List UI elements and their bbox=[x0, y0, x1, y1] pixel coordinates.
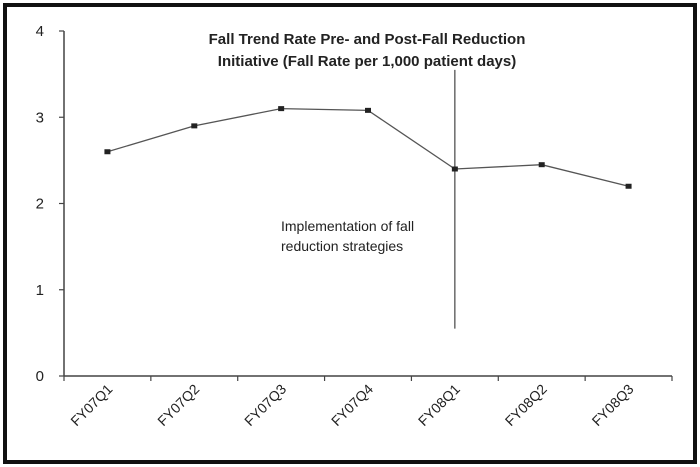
y-tick-label: 4 bbox=[36, 23, 44, 40]
x-tick-label: FY07Q1 bbox=[67, 381, 115, 429]
data-point-FY07Q3 bbox=[278, 106, 285, 112]
chart-title-line-2: Initiative (Fall Rate per 1,000 patient … bbox=[218, 53, 516, 70]
data-point-FY07Q1 bbox=[104, 149, 111, 155]
x-tick-label: FY08Q2 bbox=[502, 381, 550, 429]
x-tick-label: FY07Q3 bbox=[241, 381, 289, 429]
annotation: Implementation of fall reduction strategi… bbox=[281, 69, 456, 329]
chart-title-line-1: Fall Trend Rate Pre- and Post-Fall Reduc… bbox=[209, 31, 526, 48]
x-tick-label: FY08Q1 bbox=[415, 381, 463, 429]
series-fall-rate bbox=[104, 106, 632, 189]
data-point-FY08Q2 bbox=[538, 162, 545, 168]
x-tick-label: FY07Q2 bbox=[154, 381, 202, 429]
y-tick-label: 1 bbox=[36, 282, 44, 299]
data-point-FY07Q2 bbox=[191, 123, 198, 129]
y-tick-label: 3 bbox=[36, 109, 44, 126]
annotation-text-line-1: Implementation of fall bbox=[281, 218, 414, 234]
x-tick-label: FY07Q4 bbox=[328, 381, 376, 429]
chart-title: Fall Trend Rate Pre- and Post-Fall Reduc… bbox=[209, 31, 526, 70]
x-tick-label: FY08Q3 bbox=[589, 381, 637, 429]
y-tick-label: 0 bbox=[36, 368, 44, 385]
annotation-text-line-2: reduction strategies bbox=[281, 238, 403, 254]
chart-frame bbox=[3, 3, 697, 464]
data-point-FY08Q1 bbox=[451, 166, 458, 172]
y-tick-label: 2 bbox=[36, 196, 44, 213]
data-point-FY08Q3 bbox=[625, 183, 632, 189]
series-line bbox=[107, 107, 629, 187]
data-point-FY07Q4 bbox=[365, 107, 371, 113]
